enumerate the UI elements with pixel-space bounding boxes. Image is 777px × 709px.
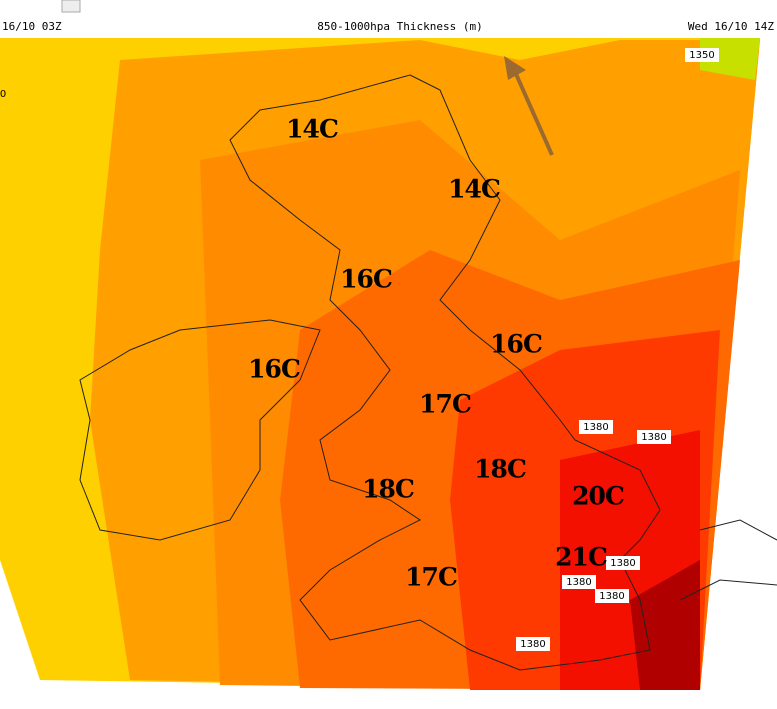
temperature-label: 16C bbox=[340, 265, 392, 294]
temperature-label: 18C bbox=[474, 455, 526, 484]
contour-label: 0 bbox=[0, 89, 6, 100]
contour-label-box bbox=[579, 420, 613, 434]
continent-coast bbox=[679, 519, 777, 601]
temperature-label: 17C bbox=[419, 390, 471, 419]
coastlines bbox=[79, 74, 777, 671]
contour-label: 1380 bbox=[641, 432, 666, 443]
contour-label: 1380 bbox=[566, 577, 591, 588]
ireland-coast bbox=[79, 319, 321, 541]
contour-label: 1380 bbox=[610, 558, 635, 569]
arrow-shaft bbox=[514, 73, 554, 156]
temperature-labels: 14C 14C 16C 16C 16C 17C 18C 18C 20C 21C … bbox=[248, 115, 625, 592]
temperature-label: 21C bbox=[555, 543, 607, 572]
temperature-label: 14C bbox=[448, 175, 500, 204]
temperature-label: 14C bbox=[286, 115, 338, 144]
temperature-label: 17C bbox=[405, 563, 457, 592]
contour-label-box bbox=[685, 48, 719, 62]
arrow-head bbox=[504, 56, 526, 80]
contour-label-box bbox=[595, 589, 629, 603]
contour-label: 1380 bbox=[520, 639, 545, 650]
temperature-label: 20C bbox=[572, 482, 624, 511]
contour-label-box bbox=[516, 637, 550, 651]
contour-label-box bbox=[562, 575, 596, 589]
toolbar-button[interactable] bbox=[61, 0, 81, 13]
temperature-label: 16C bbox=[490, 330, 542, 359]
header-time: 16/10 03Z bbox=[2, 20, 62, 33]
thickness-field bbox=[0, 38, 760, 690]
band-dark-red bbox=[630, 560, 700, 690]
temperature-label: 16C bbox=[248, 355, 300, 384]
temperature-label: 18C bbox=[362, 475, 414, 504]
contour-label-box bbox=[606, 556, 640, 570]
contour-labels: 1350 0 1380 1380 1380 1380 1380 1380 bbox=[0, 48, 719, 651]
header-valid: Wed 16/10 14Z bbox=[688, 20, 774, 33]
contour-label: 1350 bbox=[689, 50, 714, 61]
great-britain-coast bbox=[229, 74, 661, 671]
contour-label: 1380 bbox=[599, 591, 624, 602]
header-title: 850-1000hpa Thickness (m) bbox=[317, 20, 483, 33]
header: 16/10 03Z 850-1000hpa Thickness (m) Wed … bbox=[2, 20, 774, 33]
contour-label: 1380 bbox=[583, 422, 608, 433]
contour-label-box bbox=[637, 430, 671, 444]
